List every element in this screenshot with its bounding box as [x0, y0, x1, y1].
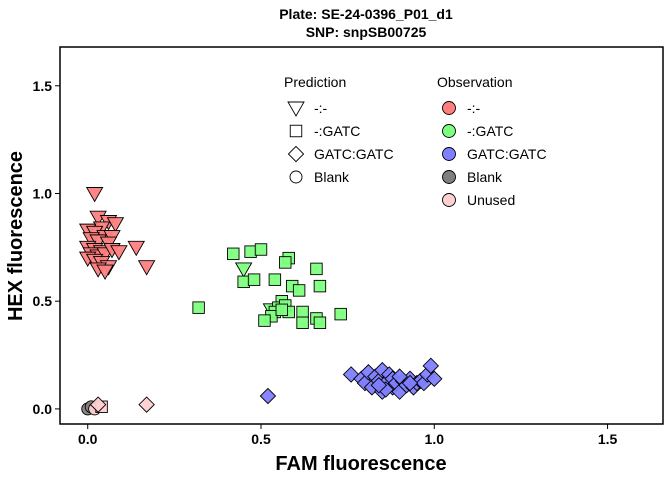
x-axis-title: FAM fluorescence — [275, 453, 446, 475]
data-point-2-1 — [227, 247, 240, 261]
legend-observation-key-2 — [442, 147, 456, 161]
y-axis-title: HEX fluorescence — [5, 151, 27, 321]
legend-prediction-key-3 — [289, 170, 303, 184]
legend-prediction-label-1: -:GATC — [314, 123, 360, 139]
legend-observation-key-0 — [442, 101, 456, 115]
legend-observation-key-3 — [442, 170, 456, 184]
data-point-2-21 — [313, 279, 327, 293]
data-point-3-29 — [401, 374, 419, 392]
y-tick-label-3: 1.5 — [33, 78, 53, 94]
chart-title: Plate: SE-24-0396_P01_d1 — [279, 6, 453, 22]
data-point-0-0 — [85, 187, 104, 203]
legend-observation: Observation -:- -:GATC GATC:GATC Blank Unuse… — [437, 74, 547, 208]
data-point-3-7 — [374, 361, 391, 379]
data-point-7-1 — [89, 396, 107, 413]
data-point-2-18 — [296, 305, 309, 319]
data-point-2-15 — [258, 314, 271, 327]
legend-prediction: Prediction -:- -:GATC GATC:GATC Blank — [284, 74, 394, 185]
legend-observation-label-1: -:GATC — [467, 123, 513, 139]
legend-prediction-key-0 — [287, 101, 305, 117]
data-point-2-24 — [334, 307, 347, 321]
x-tick-label-0: 0.0 — [78, 431, 98, 447]
data-point-2-23 — [313, 316, 327, 329]
legend-prediction-key-2 — [287, 145, 305, 163]
legend-observation-label-2: GATC:GATC — [467, 146, 547, 162]
data-point-3-28 — [370, 376, 388, 394]
data-point-0-27 — [137, 260, 156, 276]
legend-observation-key-4 — [442, 193, 456, 207]
y-axis-ticks: 0.0 0.5 1.0 1.5 — [33, 78, 60, 417]
legend-observation-label-0: -:- — [467, 100, 481, 116]
legend-observation-key-1 — [442, 124, 456, 138]
legend-observation-label-4: Unused — [467, 192, 515, 208]
legend-prediction-label-2: GATC:GATC — [314, 146, 394, 162]
data-point-3-24 — [426, 370, 443, 387]
data-point-2-4 — [237, 275, 250, 289]
legend-prediction-label-0: -:- — [314, 100, 328, 116]
legend-prediction-key-1 — [289, 124, 303, 138]
legend-observation-label-3: Blank — [467, 169, 503, 185]
data-point-0-26 — [110, 245, 128, 261]
data-point-2-8 — [279, 256, 292, 269]
data-point-2-17 — [292, 284, 306, 297]
data-point-3-23 — [422, 357, 440, 375]
x-axis-ticks: 0.0 0.5 1.0 1.5 — [78, 424, 618, 447]
data-point-1-0 — [234, 262, 253, 278]
data-point-2-3 — [254, 243, 268, 256]
plot-panel — [59, 46, 664, 425]
x-tick-label-2: 1.0 — [425, 431, 445, 447]
data-point-2-25 — [275, 303, 289, 317]
data-point-3-2 — [356, 374, 374, 392]
legend-observation-title: Observation — [437, 74, 512, 90]
data-point-0-3 — [106, 217, 125, 233]
data-point-2-20 — [310, 262, 323, 276]
data-point-2-0 — [192, 301, 205, 314]
points-layer — [78, 187, 443, 416]
y-tick-label-0: 0.0 — [33, 401, 53, 417]
data-point-2-5 — [247, 273, 261, 286]
y-tick-label-1: 0.5 — [33, 293, 53, 309]
legend-prediction-label-3: Blank — [314, 169, 350, 185]
x-tick-label-3: 1.5 — [598, 431, 618, 447]
data-point-0-25 — [127, 240, 146, 257]
legend-prediction-title: Prediction — [284, 74, 346, 90]
data-point-3-25 — [391, 368, 408, 385]
data-point-7-0 — [138, 396, 155, 413]
chart-subtitle: SNP: snpSB00725 — [306, 24, 427, 40]
data-point-2-19 — [296, 316, 309, 329]
x-tick-label-1: 0.5 — [251, 431, 271, 447]
y-tick-label-2: 1.0 — [33, 185, 53, 201]
data-point-2-2 — [244, 245, 257, 258]
data-point-0-24 — [96, 264, 114, 280]
data-point-3-27 — [259, 387, 277, 405]
data-point-2-6 — [268, 273, 282, 286]
